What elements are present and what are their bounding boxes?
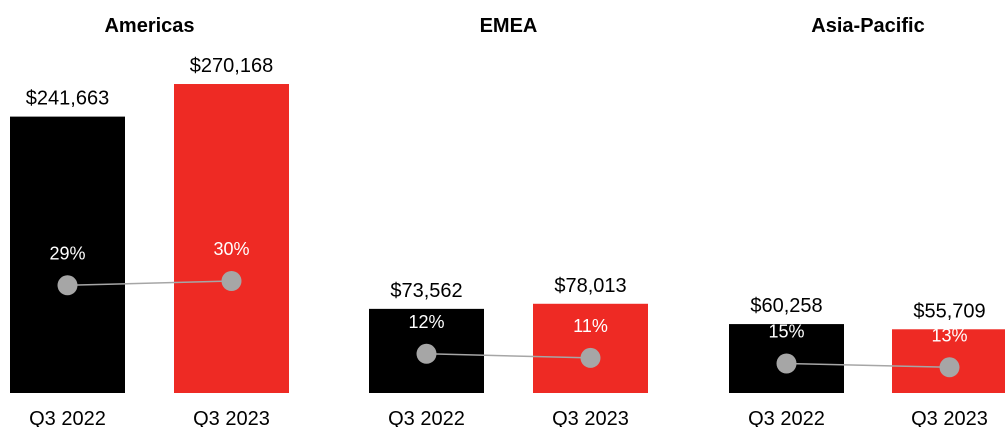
margin-label-emea-q3-2022: 12% — [408, 312, 444, 332]
value-label-emea-q3-2022: $73,562 — [390, 280, 462, 302]
category-label-emea-q3-2022: Q3 2022 — [388, 408, 465, 427]
panel-title-americas: Americas — [104, 15, 194, 37]
margin-marker-emea-q3-2023 — [580, 347, 601, 368]
margin-connector-asia-pacific — [786, 362, 950, 369]
margin-label-asia-pacific-q3-2023: 13% — [931, 325, 967, 345]
margin-connector-americas — [67, 280, 232, 287]
value-label-asia-pacific-q3-2023: $55,709 — [913, 300, 985, 322]
value-label-americas-q3-2022: $241,663 — [26, 88, 109, 110]
margin-connector-emea — [426, 353, 591, 359]
margin-marker-americas-q3-2023 — [221, 271, 242, 291]
value-label-asia-pacific-q3-2022: $60,258 — [750, 295, 822, 317]
category-label-asia-pacific-q3-2022: Q3 2022 — [748, 408, 825, 427]
category-label-asia-pacific-q3-2023: Q3 2023 — [911, 408, 988, 427]
margin-label-emea-q3-2023: 11% — [573, 316, 608, 336]
category-label-americas-q3-2023: Q3 2023 — [193, 408, 270, 427]
panel-emea: EMEA $73,562 Q3 2022 $78,013 Q3 2023 12% 11% — [369, 15, 648, 427]
value-label-emea-q3-2023: $78,013 — [554, 275, 626, 297]
margin-marker-asia-pacific-q3-2023 — [939, 357, 960, 378]
panel-title-emea: EMEA — [480, 15, 538, 37]
margin-label-asia-pacific-q3-2022: 15% — [768, 322, 804, 342]
margin-marker-emea-q3-2022 — [416, 343, 437, 364]
value-label-americas-q3-2023: $270,168 — [190, 55, 273, 77]
margin-label-americas-q3-2023: 30% — [213, 239, 249, 259]
bar-americas-q3-2023 — [174, 84, 289, 394]
margin-marker-asia-pacific-q3-2022 — [776, 353, 797, 374]
panel-asia-pacific: Asia-Pacific $60,258 Q3 2022 $55,709 Q3 2023… — [729, 15, 1005, 427]
category-label-americas-q3-2022: Q3 2022 — [29, 408, 106, 427]
panel-americas: Americas $241,663 Q3 2022 $270,168 Q3 2023 29… — [10, 15, 289, 427]
panel-title-asia-pacific: Asia-Pacific — [811, 15, 924, 37]
margin-label-americas-q3-2022: 29% — [49, 243, 85, 263]
bar-americas-q3-2022 — [10, 116, 125, 394]
margin-marker-americas-q3-2022 — [57, 275, 78, 296]
category-label-emea-q3-2023: Q3 2023 — [552, 408, 629, 427]
